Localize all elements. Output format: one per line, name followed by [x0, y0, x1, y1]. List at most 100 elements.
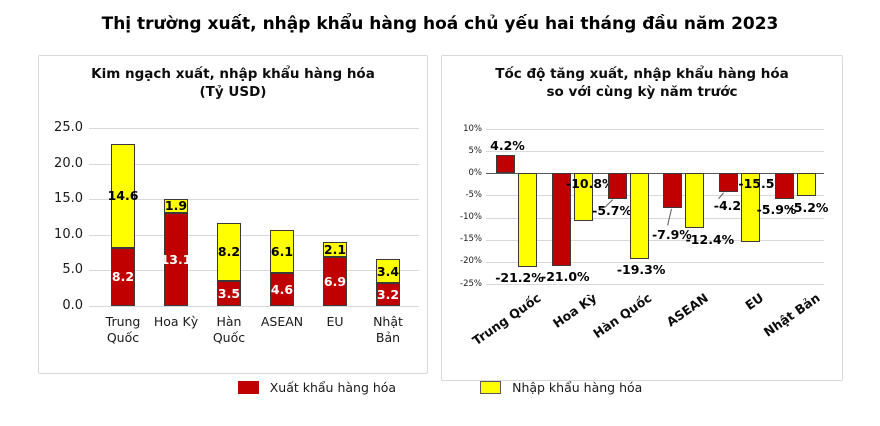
gridline-10 — [89, 234, 419, 236]
right-chart-title-line2: so với cùng kỳ năm trước — [546, 83, 738, 100]
value-label-import-hoa-ky: 1.9 — [164, 198, 188, 214]
value-label-import-eu: -15.5% — [738, 176, 787, 191]
bar-import-nhat-ban — [376, 259, 400, 284]
bar-import-trung-quoc — [518, 173, 537, 268]
left-chart-title: Kim ngạch xuất, nhập khẩu hàng hóa (Tỷ U… — [39, 66, 427, 102]
bar-export-han-quoc — [217, 281, 241, 306]
x-category-label-nhat-ban: Nhật Bản — [373, 314, 403, 345]
bar-export-hoa-ky — [164, 212, 188, 306]
legend-export-label: Xuất khẩu hàng hóa — [269, 380, 397, 395]
y-tick-label--15: -15% — [460, 234, 482, 245]
y-tick-label-0: 0.0 — [62, 298, 83, 313]
x-category-label-han-quoc: Hàn Quốc — [212, 314, 246, 345]
y-tick-label-25: 25.0 — [54, 120, 83, 135]
bar-import-asean — [270, 229, 294, 274]
legend-item-export: Xuất khẩu hàng hóa — [237, 380, 397, 395]
page-title: Thị trường xuất, nhập khẩu hàng hoá chủ … — [101, 14, 779, 34]
x-category-label-trung-quoc: Trung Quốc — [105, 314, 141, 345]
gridline-0 — [89, 306, 419, 307]
value-label-import-asean: -12.4% — [685, 232, 735, 248]
left-chart-title-line1: Kim ngạch xuất, nhập khẩu hàng hóa — [91, 66, 375, 82]
x-category-label-asean: ASEAN — [663, 290, 711, 330]
y-tick-label--20: -20% — [460, 256, 482, 267]
y-tick-label-10: 10% — [463, 123, 482, 134]
panel-trade-value-chart: Kim ngạch xuất, nhập khẩu hàng hóa (Tỷ U… — [38, 55, 428, 374]
bar-import-eu — [741, 173, 761, 242]
gridline--20 — [486, 261, 824, 263]
y-tick-label-10: 10.0 — [54, 226, 83, 242]
left-chart-title-line2: (Tỷ USD) — [199, 83, 267, 100]
x-category-label-hoa-ky: Hoa Kỳ — [153, 314, 199, 329]
stacked-bar-chart: 0.0 5.0 10.0 15.0 20.0 25.0 8.2 14.6 Trung Quốc 1… — [39, 56, 427, 373]
y-tick-label-20: 20.0 — [54, 155, 83, 171]
bar-export-trung-quoc — [496, 154, 515, 174]
value-label-export-trung-quoc: 8.2 — [111, 269, 135, 285]
y-tick-label--5: -5% — [465, 189, 482, 200]
value-label-import-trung-quoc: 14.6 — [107, 188, 139, 204]
gridline--15 — [486, 239, 824, 241]
gridline--5 — [486, 195, 824, 197]
y-tick-label--10: -10% — [460, 212, 482, 223]
value-label-import-nhat-ban: -5.2% — [788, 200, 829, 216]
value-label-import-han-quoc: -19.3% — [616, 261, 666, 277]
value-label-import-asean: 6.1 — [270, 244, 294, 260]
right-chart-title-line1: Tốc độ tăng xuất, nhập khẩu hàng hóa — [495, 66, 789, 82]
gridline-15 — [89, 199, 419, 201]
x-category-label-asean: ASEAN — [260, 314, 304, 329]
x-category-label-eu: EU — [326, 314, 344, 329]
x-category-label-hoa-ky: Hoa Kỳ — [549, 290, 599, 331]
bar-export-asean — [663, 173, 683, 209]
legend-item-import: Nhập khẩu hàng hóa — [480, 380, 642, 395]
legend: Xuất khẩu hàng hóa Nhập khẩu hàng hóa — [0, 380, 880, 395]
y-tick-label-15: 15.0 — [54, 191, 83, 207]
x-category-label-nhat-ban: Nhật Bản — [760, 290, 823, 340]
bar-export-nhat-ban — [376, 283, 400, 306]
y-tick-label-5: 5.0 — [62, 262, 83, 278]
bar-import-nhat-ban — [797, 173, 816, 197]
value-label-export-han-quoc: 3.5 — [217, 286, 241, 302]
gridline--10 — [486, 217, 824, 219]
gridline-10 — [486, 129, 824, 130]
value-label-import-hoa-ky: -10.8% — [566, 176, 615, 191]
x-category-label-eu: EU — [742, 290, 767, 314]
value-label-export-nhat-ban: -5.9% — [756, 202, 797, 218]
gridline-5 — [89, 270, 419, 272]
bar-export-trung-quoc — [111, 247, 135, 306]
grouped-bar-chart: 10% 5% 0% -5% -10% -15% -20% -25% 4.2% -21.2% Trun… — [442, 56, 842, 380]
bar-import-han-quoc — [217, 222, 241, 282]
bar-import-eu — [323, 241, 347, 257]
gridline-0 — [486, 173, 824, 175]
y-tick-label-0: 0% — [468, 167, 483, 178]
value-label-import-han-quoc: 8.2 — [217, 244, 241, 260]
bar-export-eu — [323, 256, 347, 306]
export-color-swatch — [237, 381, 259, 394]
value-label-export-trung-quoc: 4.2% — [490, 137, 525, 153]
gridline--25 — [486, 284, 824, 285]
bar-import-trung-quoc — [111, 143, 135, 248]
bar-export-asean — [270, 273, 294, 306]
bar-export-han-quoc — [607, 173, 627, 199]
value-label-export-han-quoc: -5.7% — [592, 202, 633, 218]
bar-import-han-quoc — [629, 173, 649, 259]
x-category-label-han-quoc: Hàn Quốc — [590, 290, 655, 342]
gridline-25 — [89, 128, 419, 129]
y-tick-label--25: -25% — [460, 278, 482, 289]
bar-import-hoa-ky — [164, 199, 188, 213]
bar-export-nhat-ban — [775, 173, 794, 200]
value-label-import-trung-quoc: -21.2% — [495, 270, 544, 286]
value-label-export-asean: -7.9% — [651, 227, 692, 243]
bar-import-asean — [685, 173, 705, 229]
panel-growth-rate-chart: Tốc độ tăng xuất, nhập khẩu hàng hóa so … — [441, 55, 843, 381]
import-color-swatch — [480, 381, 502, 394]
legend-import-label: Nhập khẩu hàng hóa — [512, 380, 643, 395]
right-chart-title: Tốc độ tăng xuất, nhập khẩu hàng hóa so … — [442, 66, 842, 102]
gridline-20 — [89, 163, 419, 165]
y-tick-label-5: 5% — [468, 145, 483, 156]
value-label-export-hoa-ky: 13.1 — [160, 251, 192, 267]
value-label-export-hoa-ky: -21.0% — [541, 269, 590, 285]
x-category-label-trung-quoc: Trung Quốc — [469, 290, 544, 349]
bar-export-eu — [719, 173, 739, 192]
value-label-export-nhat-ban: 3.2 — [376, 287, 400, 303]
bar-export-hoa-ky — [551, 173, 571, 267]
value-label-export-asean: 4.6 — [270, 282, 294, 298]
